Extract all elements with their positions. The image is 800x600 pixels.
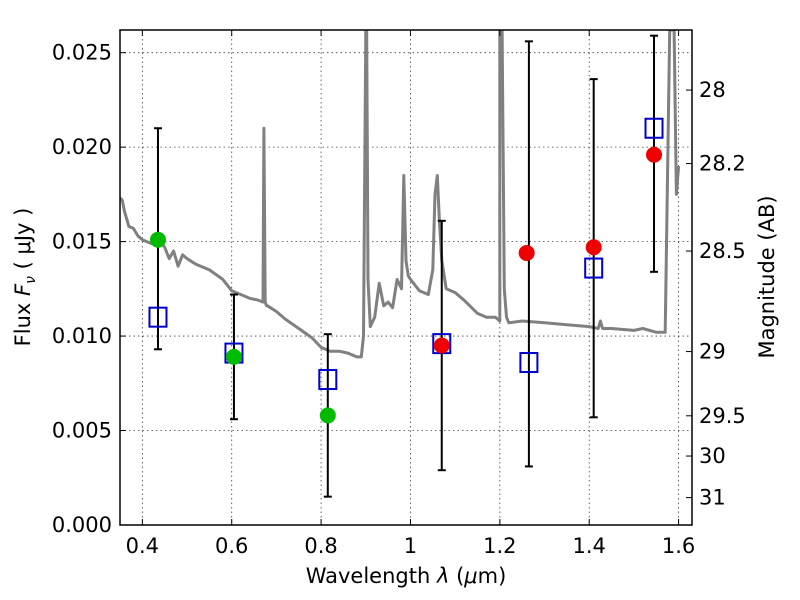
data-point: [646, 146, 663, 163]
x-tick-label: 1.4: [573, 534, 606, 558]
model-flux-square: [318, 369, 338, 391]
x-axis-label: Wavelength λ (μm): [306, 564, 507, 588]
plot-background: [120, 30, 692, 525]
data-point: [433, 337, 450, 354]
y-tick-label: 0.010: [52, 324, 112, 348]
y2-tick-label: 29.5: [699, 404, 746, 428]
data-point: [585, 239, 602, 256]
model-flux-square: [519, 352, 539, 374]
y-tick-label: 0.005: [52, 419, 112, 443]
y2-tick-label: 30: [699, 444, 726, 468]
x-tick-label: 0.4: [126, 534, 159, 558]
model-flux-square: [584, 257, 604, 279]
x-tick-label: 0.8: [304, 534, 337, 558]
y-tick-label: 0.000: [52, 513, 112, 537]
data-point: [225, 348, 242, 365]
y2-tick-label: 31: [699, 486, 726, 510]
y2-axis-label: Magnitude (AB): [755, 195, 779, 358]
y-tick-label: 0.025: [52, 41, 112, 65]
data-point: [319, 407, 336, 424]
y-tick-label: 0.015: [52, 230, 112, 254]
x-tick-label: 1.2: [483, 534, 516, 558]
y2-tick-label: 28.5: [699, 239, 746, 263]
y-tick-label: 0.020: [52, 135, 112, 159]
y2-tick-label: 29: [699, 340, 726, 364]
model-flux-square: [148, 306, 168, 328]
y2-tick-label: 28: [699, 78, 726, 102]
plot-frame: [119, 29, 693, 526]
y2-tick-label: 28.2: [699, 152, 746, 176]
y-axis-label: Flux Fν ( μJy ): [11, 208, 39, 347]
x-tick-label: 1.6: [662, 534, 695, 558]
sed-curve: [120, 30, 681, 359]
x-tick-label: 1: [404, 534, 417, 558]
model-flux-square: [644, 117, 664, 139]
data-point: [518, 244, 535, 261]
x-tick-label: 0.6: [215, 534, 248, 558]
data-point: [149, 231, 166, 248]
